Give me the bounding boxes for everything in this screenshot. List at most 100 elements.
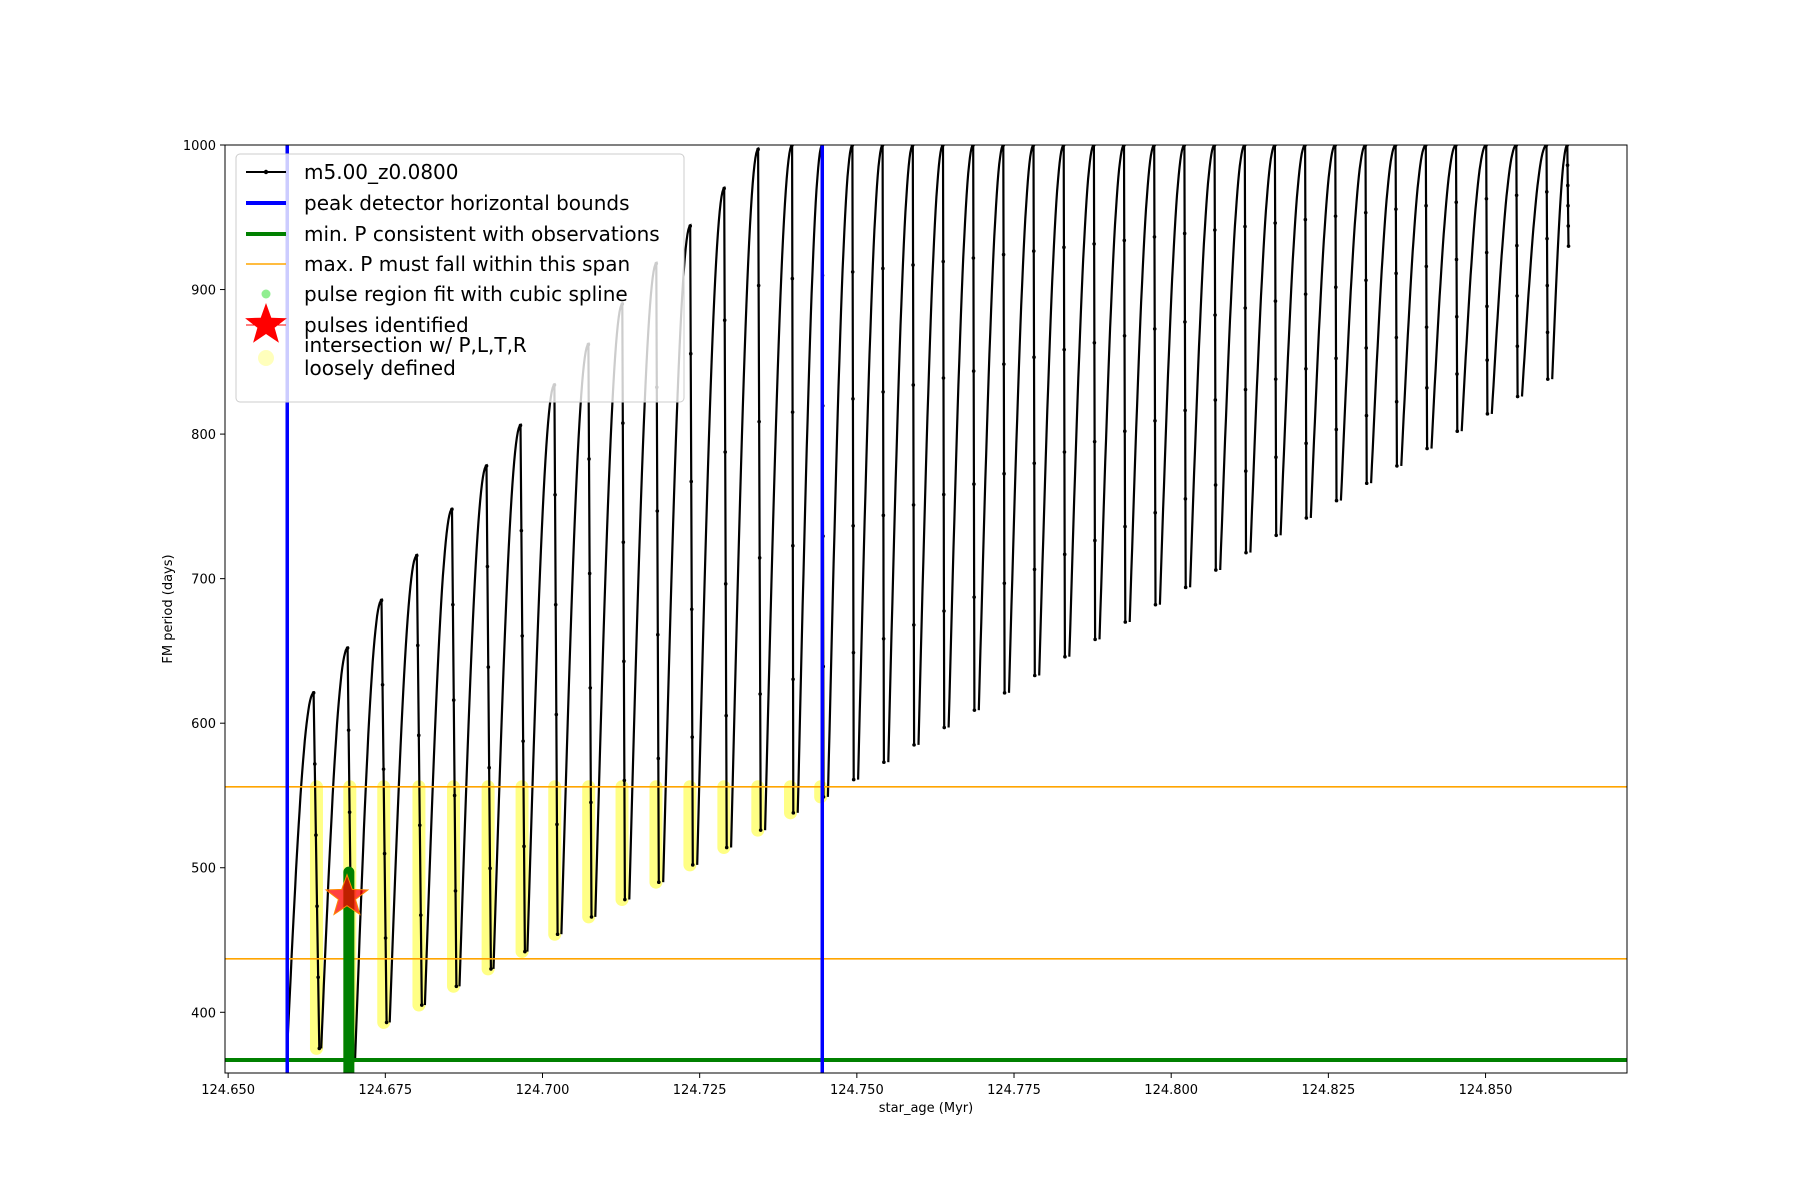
pulse-point [1545, 330, 1550, 335]
pulse-point [383, 936, 388, 940]
pulse-point [971, 369, 976, 373]
pulse-point [1152, 235, 1157, 239]
pulse-point [454, 984, 459, 989]
y-tick-label: 800 [191, 428, 216, 443]
pulse-point [972, 595, 976, 599]
pulse-point [1455, 372, 1459, 376]
legend-label: min. P consistent with observations [304, 222, 660, 246]
pulse-35 [1370, 145, 1398, 484]
pulse-point [881, 390, 885, 394]
pulse-point [1243, 469, 1248, 473]
pulse-point [553, 602, 558, 607]
x-tick-label: 124.775 [987, 1083, 1041, 1098]
pulse-point [1093, 637, 1097, 642]
pulse-point [381, 767, 386, 771]
pulse-point [523, 949, 527, 954]
pulse-point [555, 932, 560, 937]
pulse-point [941, 376, 946, 380]
y-tick-label: 900 [191, 284, 216, 299]
x-tick-label: 124.825 [1301, 1083, 1355, 1098]
x-axis-label: star_age (Myr) [879, 1101, 973, 1116]
x-tick-label: 124.650 [201, 1083, 255, 1098]
pulse-point [414, 553, 419, 558]
pulse-point [314, 833, 318, 837]
pulse-point [851, 523, 855, 528]
pulse-13 [696, 185, 728, 865]
pulse-point [489, 967, 493, 971]
pulse-point [656, 756, 661, 761]
y-tick-label: 1000 [183, 139, 216, 154]
pulse-point [1032, 461, 1037, 466]
pulse-point [1031, 249, 1036, 253]
legend-handle-star [245, 303, 287, 343]
pulse-point [1454, 257, 1459, 262]
pulse-point [1364, 413, 1369, 418]
x-tick-label: 124.675 [358, 1083, 412, 1098]
pulse-point [419, 1003, 424, 1007]
pulse-point [1032, 673, 1037, 678]
pulse-point [1545, 283, 1550, 288]
pulse-point [519, 528, 524, 533]
pulse-point [971, 256, 976, 260]
pulse-33 [1309, 145, 1338, 518]
pulse-point [723, 450, 727, 454]
pulse-point [1274, 533, 1278, 538]
pulse-3 [354, 597, 388, 1059]
pulse-point [690, 863, 695, 867]
pulse-point [587, 457, 591, 461]
pulse-point [621, 540, 626, 545]
pulse-24 [1038, 145, 1066, 676]
pulse-point [724, 713, 728, 718]
pulse-point [688, 224, 693, 228]
pulse-39 [1490, 145, 1519, 414]
pulse-27 [1128, 145, 1157, 623]
pulse-point [1244, 550, 1248, 555]
pulse-point [1394, 399, 1399, 404]
legend-handle-dot [263, 169, 269, 175]
pulse-point [555, 822, 559, 827]
legend-handle [261, 289, 271, 299]
pulse-point [1273, 221, 1277, 225]
pulse-22 [977, 145, 1006, 711]
legend-label: pulses identified [304, 313, 469, 337]
pulse-point [485, 564, 490, 569]
pulse-point [1364, 278, 1368, 283]
pulse-point [1002, 362, 1006, 366]
y-tick-label: 700 [191, 573, 216, 588]
pulse-point [1213, 398, 1218, 402]
pulse-point [1364, 481, 1369, 486]
pulse-point [553, 493, 557, 497]
pulse-point [415, 643, 420, 648]
pulse-point [657, 880, 661, 884]
x-tick-label: 124.750 [830, 1083, 884, 1098]
pulse-point [1274, 455, 1278, 460]
pulse-point [1545, 236, 1549, 241]
pulse-23 [1007, 145, 1036, 693]
pulse-21 [947, 145, 976, 728]
pulse-point [1213, 483, 1218, 487]
pulse-point [1093, 538, 1097, 543]
pulse-point [1062, 347, 1066, 352]
pulse-point [758, 692, 762, 696]
plot-frame [224, 144, 1628, 1074]
pulse-point [347, 810, 352, 815]
pulse-point [790, 276, 795, 281]
pulse-point [1213, 228, 1217, 232]
pulse-4 [388, 553, 423, 1023]
pulse-point [451, 602, 455, 607]
legend-handle [258, 350, 274, 366]
pulse-point [346, 728, 351, 732]
pulse-point [520, 634, 525, 638]
x-tick-label: 124.700 [516, 1083, 570, 1098]
pulse-41 [1551, 145, 1570, 380]
pulse-point [1515, 394, 1520, 399]
y-tick-label: 600 [191, 717, 216, 732]
pulse-point [1092, 242, 1096, 246]
pulse-point [758, 828, 763, 832]
pulse-28 [1158, 145, 1187, 605]
pulse-point [521, 739, 525, 743]
pulse-point [418, 913, 423, 917]
pulse-point [1334, 356, 1338, 361]
pulse-point [311, 691, 316, 695]
pulse-point [380, 682, 385, 687]
